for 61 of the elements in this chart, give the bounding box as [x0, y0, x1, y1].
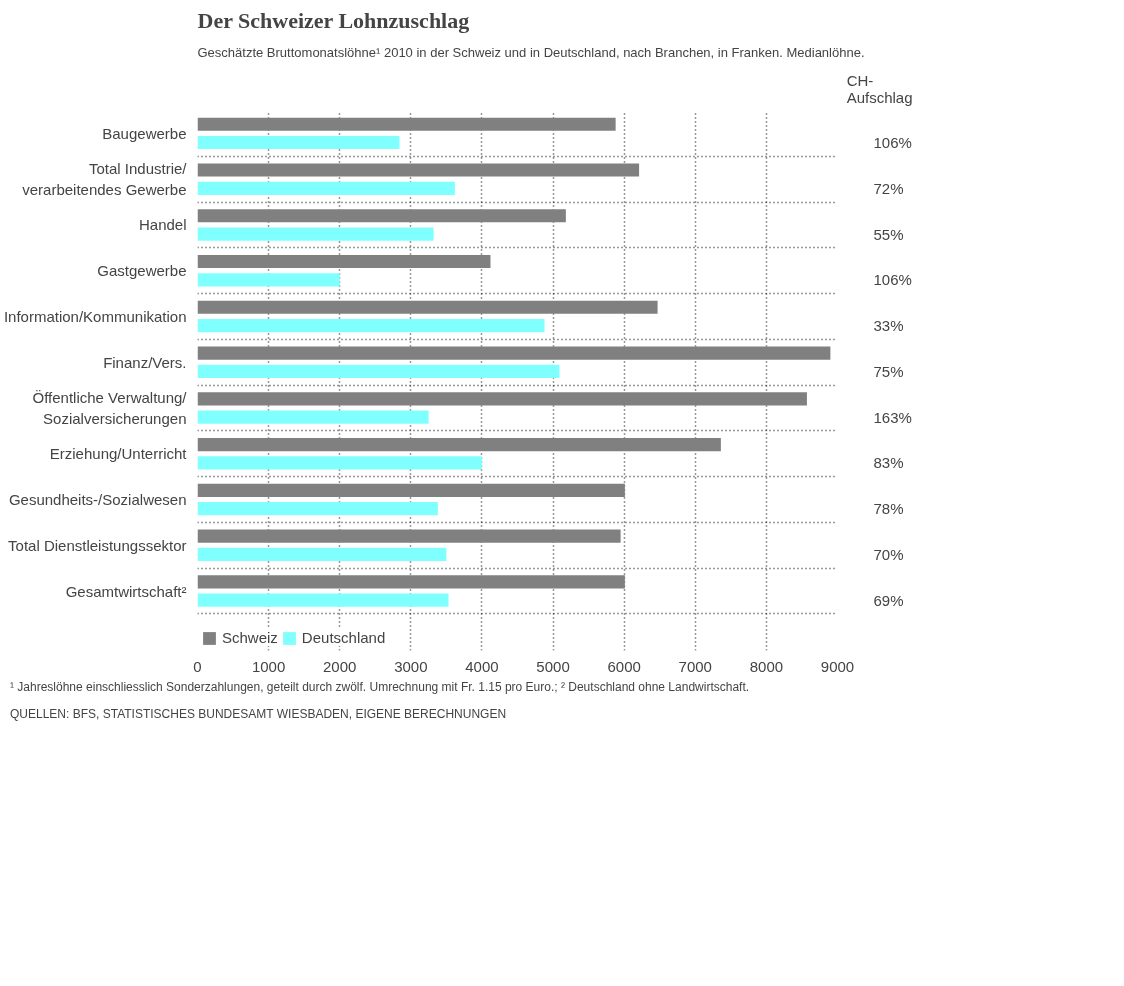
bar [197, 502, 438, 516]
bar [197, 529, 621, 543]
x-tick-label: 3000 [394, 657, 428, 675]
y-tick-label: Handel [138, 216, 187, 234]
x-tick-label: 7000 [678, 657, 712, 675]
y-tick-label: Total Dienstleistungssektor [8, 536, 187, 554]
x-tick-label: 1000 [251, 657, 286, 675]
text: 78% [873, 500, 904, 518]
bar [197, 456, 482, 470]
text: ¹ Jahreslöhne einschliesslich Sonderzahlungen, geteilt durch zwölf. Umrechnung mit Fr. 1.15 pro Euro.; ² Deutschland ohne Landwirtschaft. [10, 679, 750, 696]
bar [197, 575, 625, 589]
y-tick-label: Information/Kommunikation [3, 307, 187, 325]
y-tick-label: Öffentliche Verwaltung/ Sozialversicherungen [32, 389, 188, 427]
y-tick-label: Total Industrie/ verarbeitendes Gewerbe [22, 160, 188, 198]
text: 72% [873, 179, 904, 197]
y-tick-label: Gesamtwirtschaft² [65, 582, 187, 600]
bar [197, 547, 447, 561]
bar [197, 392, 807, 406]
text: 106% [873, 271, 912, 289]
legend-label: Schweiz [222, 629, 278, 646]
y-tick-label: Baugewerbe [102, 124, 187, 142]
x-tick-label: 8000 [749, 657, 784, 675]
x-tick-label: 5000 [536, 657, 570, 675]
bar [197, 181, 455, 195]
text: 83% [873, 454, 904, 472]
bar [197, 410, 429, 424]
bar [197, 364, 560, 378]
text: CH- Aufschlag [846, 71, 913, 106]
bar [197, 300, 658, 314]
y-tick-label: Gastgewerbe [97, 262, 187, 280]
x-tick-label: 4000 [465, 657, 499, 675]
text: 106% [873, 134, 912, 152]
bar [197, 227, 434, 241]
text: 69% [873, 591, 904, 609]
bar [197, 483, 625, 497]
y-tick-label: Finanz/Vers. [103, 353, 187, 371]
bar [197, 318, 545, 333]
text: 70% [873, 545, 904, 563]
chart-title: Der Schweizer Lohnzuschlag [197, 7, 470, 33]
source-note: QUELLEN: BFS, STATISTISCHES BUNDESAMT WIESBADEN, EIGENE BERECHNUNGEN [10, 706, 507, 724]
x-tick-label: 9000 [820, 657, 855, 675]
bar [197, 346, 831, 360]
text: 163% [873, 408, 912, 426]
bar [197, 163, 640, 177]
text: 75% [873, 362, 904, 380]
y-tick-label: Gesundheits-/Sozialwesen [8, 490, 187, 508]
chart-subtitle: Geschätzte Bruttomonatslöhne¹ 2010 in der Schweiz und in Deutschland, nach Branchen, in Franken. Medianlöhne. [197, 44, 865, 60]
bar [197, 209, 566, 223]
bar [197, 437, 721, 452]
bar [197, 254, 491, 269]
bar [197, 593, 449, 607]
bar [197, 135, 400, 150]
x-tick-label: 6000 [607, 657, 641, 675]
text: 55% [873, 225, 904, 243]
bar [197, 273, 340, 287]
legend-label: Deutschland [301, 629, 386, 646]
text: 33% [873, 317, 904, 335]
x-tick-label: 2000 [323, 657, 357, 675]
x-tick-label: 0 [193, 657, 202, 675]
y-tick-label: Erziehung/Unterricht [49, 445, 188, 463]
bar [197, 117, 616, 131]
